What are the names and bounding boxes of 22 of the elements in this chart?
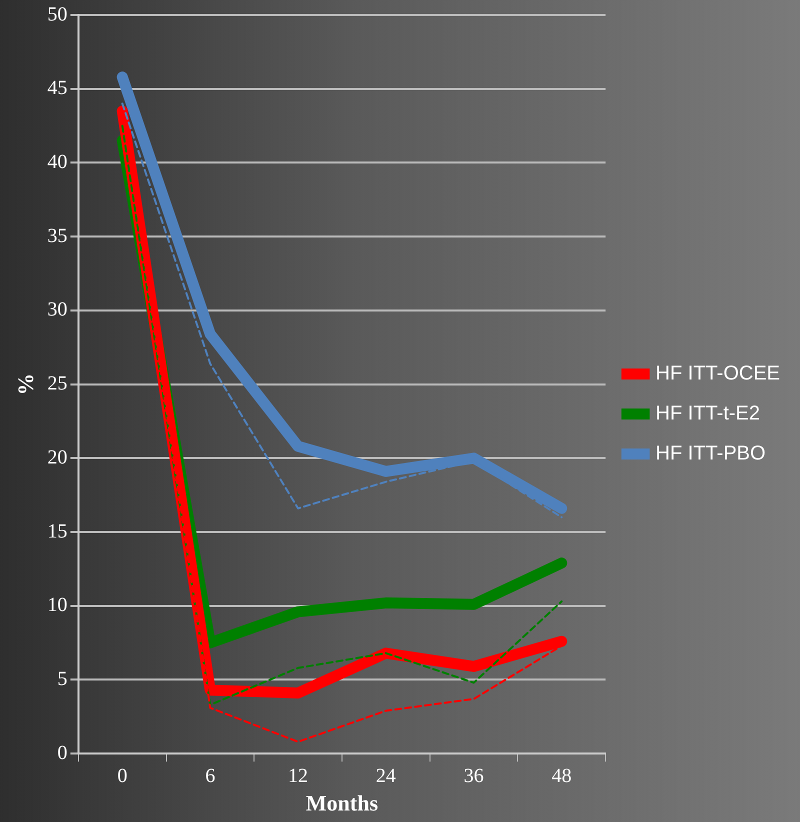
y-tick-label: 40 xyxy=(47,150,68,173)
x-tick-label: 0 xyxy=(117,764,128,787)
y-tick-label: 20 xyxy=(47,446,68,468)
y-tick-label: 5 xyxy=(57,668,68,690)
legend-label: HF ITT-t-E2 xyxy=(656,402,760,425)
y-tick-label: 15 xyxy=(47,520,68,542)
y-tick-label: 30 xyxy=(47,298,68,321)
y-tick-label: 0 xyxy=(57,742,68,764)
x-tick-label: 6 xyxy=(205,764,216,787)
x-axis-title: Months xyxy=(306,790,378,816)
y-tick-label: 35 xyxy=(47,224,68,247)
x-tick-label: 36 xyxy=(464,764,484,787)
legend-label: HF ITT-PBO xyxy=(656,442,766,465)
y-axis-title: % xyxy=(12,373,38,396)
y-tick-label: 45 xyxy=(47,77,68,100)
x-tick-label: 24 xyxy=(376,764,396,787)
legend-label: HF ITT-OCEE xyxy=(656,362,780,385)
x-tick-label: 12 xyxy=(288,764,308,787)
x-tick-label: 48 xyxy=(552,764,572,787)
y-tick-label: 10 xyxy=(47,594,68,616)
y-tick-label: 25 xyxy=(47,372,68,395)
y-tick-label: 50 xyxy=(47,3,68,26)
